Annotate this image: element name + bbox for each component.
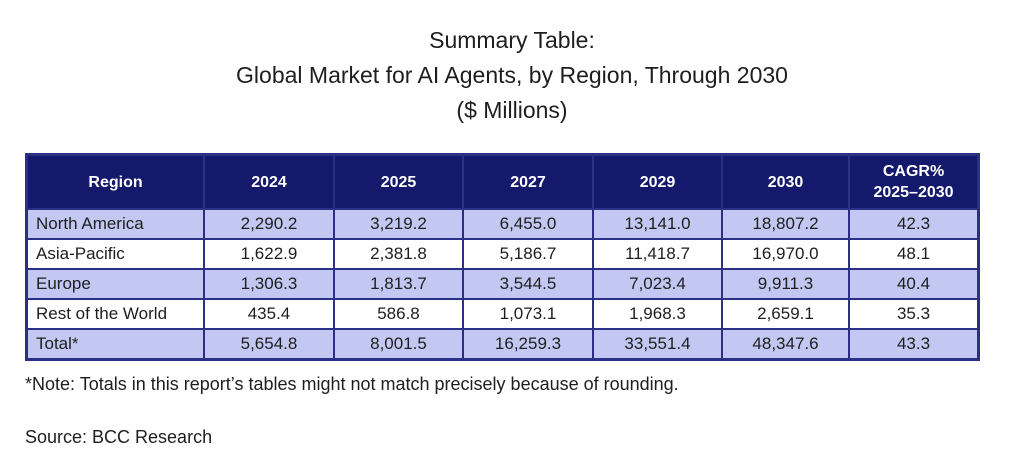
value-cell: 16,970.0 bbox=[721, 238, 850, 270]
cagr-cell: 42.3 bbox=[848, 208, 980, 240]
value-cell: 5,186.7 bbox=[462, 238, 594, 270]
header-cagr: CAGR% 2025–2030 bbox=[848, 153, 980, 210]
table-title: Summary Table: bbox=[429, 27, 595, 53]
value-cell: 2,381.8 bbox=[333, 238, 464, 270]
value-cell: 7,023.4 bbox=[592, 268, 723, 300]
value-cell: 8,001.5 bbox=[333, 328, 464, 361]
header-2030: 2030 bbox=[721, 153, 850, 210]
region-cell: Total* bbox=[25, 328, 205, 361]
cagr-cell: 48.1 bbox=[848, 238, 980, 270]
value-cell: 11,418.7 bbox=[592, 238, 723, 270]
cagr-cell: 43.3 bbox=[848, 328, 980, 361]
region-cell: Rest of the World bbox=[25, 298, 205, 330]
header-cagr-label: CAGR% bbox=[882, 163, 945, 180]
table-row: Asia-Pacific 1,622.9 2,381.8 5,186.7 11,… bbox=[25, 238, 980, 270]
value-cell: 1,306.3 bbox=[203, 268, 335, 300]
value-cell: 9,911.3 bbox=[721, 268, 850, 300]
header-cagr-period: 2025–2030 bbox=[873, 184, 954, 201]
region-cell: Europe bbox=[25, 268, 205, 300]
table-row: North America 2,290.2 3,219.2 6,455.0 13… bbox=[25, 208, 980, 240]
table-units: ($ Millions) bbox=[456, 97, 568, 123]
value-cell: 1,968.3 bbox=[592, 298, 723, 330]
value-cell: 5,654.8 bbox=[203, 328, 335, 361]
source-line: Source: BCC Research bbox=[25, 427, 213, 447]
value-cell: 1,813.7 bbox=[333, 268, 464, 300]
table-row: Rest of the World 435.4 586.8 1,073.1 1,… bbox=[25, 298, 980, 330]
header-region: Region bbox=[25, 153, 205, 210]
value-cell: 6,455.0 bbox=[462, 208, 594, 240]
region-cell: North America bbox=[25, 208, 205, 240]
value-cell: 13,141.0 bbox=[592, 208, 723, 240]
value-cell: 1,073.1 bbox=[462, 298, 594, 330]
value-cell: 586.8 bbox=[333, 298, 464, 330]
value-cell: 2,659.1 bbox=[721, 298, 850, 330]
value-cell: 3,219.2 bbox=[333, 208, 464, 240]
value-cell: 16,259.3 bbox=[462, 328, 594, 361]
cagr-cell: 35.3 bbox=[848, 298, 980, 330]
cagr-cell: 40.4 bbox=[848, 268, 980, 300]
value-cell: 1,622.9 bbox=[203, 238, 335, 270]
header-2024: 2024 bbox=[203, 153, 335, 210]
summary-table: Region 2024 2025 2027 2029 2030 CAGR% 20… bbox=[25, 153, 980, 361]
header-row: Region 2024 2025 2027 2029 2030 CAGR% 20… bbox=[25, 153, 980, 210]
value-cell: 48,347.6 bbox=[721, 328, 850, 361]
value-cell: 3,544.5 bbox=[462, 268, 594, 300]
header-2027: 2027 bbox=[462, 153, 594, 210]
rounding-note: *Note: Totals in this report’s tables mi… bbox=[25, 374, 679, 394]
value-cell: 435.4 bbox=[203, 298, 335, 330]
table-row: Europe 1,306.3 1,813.7 3,544.5 7,023.4 9… bbox=[25, 268, 980, 300]
table-row-total: Total* 5,654.8 8,001.5 16,259.3 33,551.4… bbox=[25, 328, 980, 361]
value-cell: 18,807.2 bbox=[721, 208, 850, 240]
header-2029: 2029 bbox=[592, 153, 723, 210]
value-cell: 2,290.2 bbox=[203, 208, 335, 240]
table-subtitle: Global Market for AI Agents, by Region, … bbox=[236, 62, 788, 88]
region-cell: Asia-Pacific bbox=[25, 238, 205, 270]
value-cell: 33,551.4 bbox=[592, 328, 723, 361]
header-2025: 2025 bbox=[333, 153, 464, 210]
